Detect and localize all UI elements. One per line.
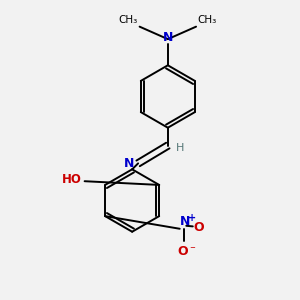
Text: O: O — [193, 221, 204, 234]
Text: ⁻: ⁻ — [189, 245, 195, 255]
Text: N: N — [124, 157, 134, 170]
Text: H: H — [176, 143, 184, 153]
Text: N: N — [180, 215, 191, 228]
Text: HO: HO — [62, 173, 82, 186]
Text: CH₃: CH₃ — [198, 15, 217, 25]
Text: +: + — [188, 213, 196, 224]
Text: N: N — [163, 31, 173, 44]
Text: CH₃: CH₃ — [119, 15, 138, 25]
Text: O: O — [177, 245, 188, 258]
